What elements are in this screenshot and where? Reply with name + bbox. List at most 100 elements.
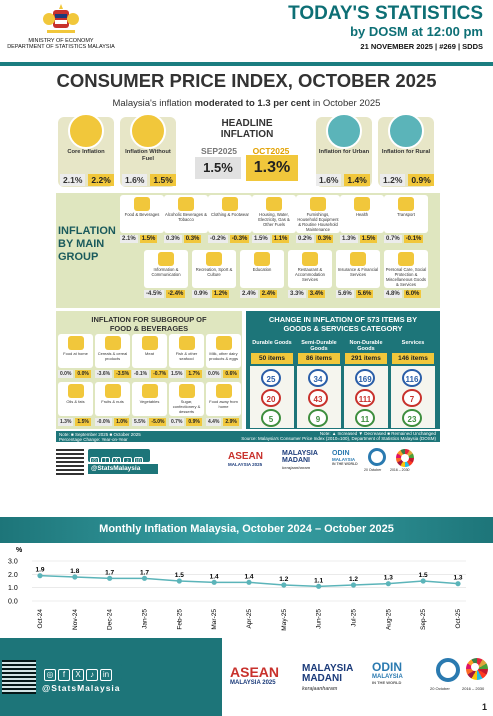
oct-value: 0.3% (183, 235, 202, 243)
house-icon (388, 113, 424, 149)
oct-value: 3.4% (307, 290, 326, 298)
fb-item-icon (142, 336, 158, 350)
sep-value: 0.7% (384, 235, 402, 243)
oct-value: 1.0% (114, 418, 130, 426)
fb-item-card: Fish & other seafood (169, 334, 204, 368)
category-header: Services (401, 340, 425, 346)
wsd-date: 20 October (364, 468, 382, 472)
fb-item-icon (216, 384, 232, 398)
main-group-card: Clothing & Footwear (208, 195, 252, 233)
indicator-label: Inflation for Urban (318, 149, 370, 155)
sep-value: 1.2% (380, 174, 406, 186)
data-point (281, 582, 287, 588)
x-tick-label: Aug-25 (385, 609, 392, 630)
main-group-card: Insurance & Financial Services (336, 250, 380, 288)
headline-oct-label: OCT2025 (252, 146, 290, 156)
oct-value: 1.5% (75, 418, 91, 426)
chart-band (0, 517, 493, 543)
group-name: Restaurant & Accommodation Services (294, 267, 326, 282)
category-count: 146 items (392, 353, 434, 364)
header-meta: 21 NOVEMBER 2025 | #269 | SDDS (360, 42, 483, 51)
footer-mm-line-1: MALAYSIA (302, 663, 354, 674)
main-group-card: Health (340, 195, 384, 233)
group-icon (158, 252, 174, 266)
indicator-without-fuel-values: 1.6% 1.5% (122, 174, 176, 186)
oct-value: 6.0% (403, 290, 422, 298)
sep-value: 1.3% (58, 418, 74, 426)
page-number: 1 (481, 702, 487, 712)
change-title-1: CHANGE IN INFLATION OF 573 ITEMS BY (268, 315, 418, 324)
x-tick-label: Apr-25 (246, 609, 253, 629)
subtitle-post: in October 2025 (310, 98, 381, 109)
group-icon (302, 252, 318, 266)
category-count: 86 items (298, 353, 340, 364)
data-point (107, 575, 113, 581)
main-group-card: Recreation, Sport & Culture (192, 250, 236, 288)
decreased-badge: 111 (355, 389, 375, 407)
unchanged-badge: 9 (308, 409, 328, 427)
footer-odin-logo: ODIN MALAYSIA IN THE WORLD (372, 660, 403, 685)
main-group-card: Alcoholic Beverages & Tobacco (164, 195, 208, 233)
x-tick-label: Sep-25 (420, 609, 427, 630)
sep-value: -3.6% (95, 370, 113, 378)
footer-asean-logo: ASEAN MALAYSIA 2025 (230, 664, 279, 686)
footer-instagram-icon[interactable]: ◎ (44, 669, 56, 681)
footer-x-icon[interactable]: X (72, 669, 84, 681)
sep-value: -0.0% (95, 418, 113, 426)
crest-icon (43, 4, 79, 33)
indicator-urban-values: 1.6% 1.4% (316, 174, 370, 186)
data-label: 1.9 (35, 567, 44, 574)
indicator-label: Core Inflation (67, 149, 105, 155)
group-name: Insurance & Financial Services (337, 267, 379, 277)
fb-item-name: Fish & other seafood (175, 351, 198, 361)
asean-logo: ASEAN MALAYSIA 2025 (228, 451, 263, 467)
sep-value: 1.6% (122, 174, 148, 186)
mm-line-1: MALAYSIA (282, 450, 318, 457)
fb-item-card: Food at home (58, 334, 93, 368)
main-group-card: Housing, Water, Electricity, Gas & Other… (252, 195, 296, 233)
group-icon (354, 197, 370, 211)
fb-item-icon (68, 384, 84, 398)
fb-item-card: Vegetables (132, 382, 167, 416)
fb-title-1: INFLATION FOR SUBGROUP OF (91, 315, 207, 324)
qr-code-icon[interactable] (56, 447, 84, 475)
note-source: Source: Malaysia's Consumer Price Index … (241, 436, 436, 441)
footer-mm-line-3: kerajaanharam (302, 686, 338, 692)
fb-item-name: Fruits & nuts (101, 399, 124, 404)
headline-sep-label: SEP2025 (201, 146, 237, 156)
decreased-badge: 7 (402, 389, 422, 407)
sep-value: -4.5% (144, 290, 164, 298)
y-tick-label: 3.0 (8, 559, 18, 566)
group-name: Information & Communication (151, 267, 181, 277)
x-tick-label: Jul-25 (351, 609, 358, 627)
footer-facebook-icon[interactable]: f (58, 669, 70, 681)
header-subtitle: by DOSM at 12:00 pm (350, 24, 483, 39)
oct-value: 2.9% (223, 418, 239, 426)
inflation-line-chart: % 3.0 2.0 1.0 0.0 1.9 Oct-24 1.8 Nov-24 1.7 Dec-24… (8, 547, 466, 631)
group-values: 5.6% 5.6% (336, 290, 374, 298)
footer-qr-code-icon[interactable] (2, 660, 36, 694)
oct-value: 1.4% (344, 174, 370, 186)
page-subtitle: Malaysia's inflation moderated to 1.3 pe… (0, 98, 493, 109)
oct-value: 1.7% (186, 370, 202, 378)
footer-tiktok-icon[interactable]: ♪ (86, 669, 98, 681)
fb-item-icon (105, 384, 121, 398)
header-title: TODAY'S STATISTICS (288, 3, 483, 24)
group-icon (134, 197, 150, 211)
sep-value: 2.1% (120, 235, 138, 243)
fb-item-name: Food away from home (209, 399, 238, 409)
fb-item-values: -3.6% -3.5% (95, 370, 132, 378)
note-line-2: Percentage Change: Year-on-Year (59, 437, 128, 442)
social-handle[interactable]: @StatsMalaysia (88, 464, 158, 474)
footer-linkedin-icon[interactable]: in (100, 669, 112, 681)
note-legend: Note: ▲ Increased ▼ Decreased ■ Remained… (319, 431, 436, 436)
footer-wsd-date: 20 October (430, 686, 450, 691)
category-header: Semi-Durable Goods (301, 340, 337, 352)
fuel-pump-icon (130, 113, 166, 149)
group-values: 0.7% -0.1% (384, 235, 424, 243)
subtitle-highlight: moderated to 1.3 per cent (194, 98, 311, 109)
indicator-label: Inflation Without Fuel (125, 149, 171, 162)
change-title-2: GOODS & SERVICES CATEGORY (283, 324, 403, 333)
oct-value: -3.5% (114, 370, 132, 378)
footer-social-handle[interactable]: @StatsMalaysia (42, 683, 121, 693)
